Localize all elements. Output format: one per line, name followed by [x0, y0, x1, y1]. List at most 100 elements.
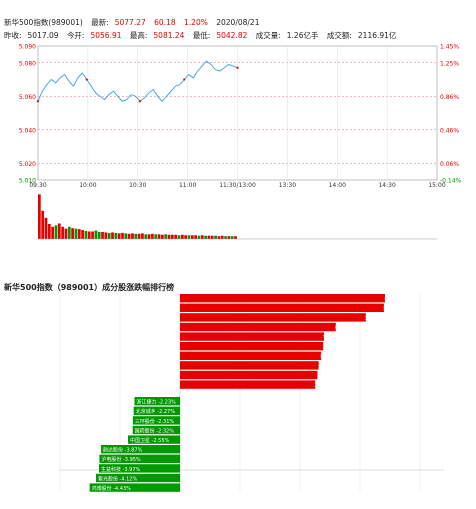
bar-positive: [180, 351, 322, 360]
volume-bar: [111, 232, 114, 239]
bar-label: 三环股份 -2.31%: [135, 418, 175, 425]
intraday-chart: 5.090 1.45% 5.080 1.25% 5.060 0.86% 5.040 0.46%…: [19, 44, 462, 240]
ranking-title: 新华500指数（989001）成分股涨跌幅排行榜: [4, 283, 175, 292]
bar-negative: [95, 473, 180, 483]
latest-value: 5077.27: [114, 18, 146, 27]
volume-bar: [64, 228, 68, 239]
volume-bar: [97, 231, 101, 239]
volume-bar: [161, 234, 164, 239]
volume-bar: [187, 235, 191, 239]
volume-bar: [94, 230, 98, 239]
y-right-tick-label: 1.25%: [440, 60, 459, 67]
y-right-tick-label: 0.86%: [440, 94, 459, 101]
bar-label: 浙江捷力 -2.23%: [137, 399, 177, 406]
volume-bar: [107, 232, 111, 239]
price-point: [236, 66, 239, 69]
bar-negative: [134, 397, 180, 406]
volume-bar: [121, 232, 124, 239]
y-right-tick-label: 1.45%: [440, 44, 459, 51]
y-right-tick-label: 0.06%: [440, 161, 459, 168]
volume-bar: [137, 233, 141, 239]
volume-bar: [81, 230, 84, 239]
low-label: 最低:: [192, 31, 211, 40]
volume-bar: [174, 234, 178, 239]
bar-positive: [180, 322, 336, 332]
bar-label: 中国卫星 -2.55%: [130, 437, 170, 444]
low-value: 5042.82: [216, 31, 248, 40]
volume-bar: [147, 234, 151, 239]
bar-label: 汇嘉时代 10%: [383, 305, 416, 312]
volume-bar: [124, 233, 128, 239]
change-pct: 1.20%: [184, 18, 208, 27]
bar-negative: [89, 483, 180, 492]
bar-label: 鸿博股份 -4.43%: [92, 485, 132, 492]
volume-bar: [84, 231, 88, 239]
volume-bar: [144, 234, 148, 239]
bar-label: 国药股份 -2.32%: [135, 427, 175, 434]
volume-bar: [217, 236, 221, 239]
bar-label: 利欧股份 6.92%: [320, 353, 358, 360]
y-tick-label: 5.020: [19, 161, 36, 168]
ranking-bar-chart: 台华新材 10.05% 汇嘉时代 10% 华纺高新 9.11% 德力斯 7.64% 鲁泰…: [59, 294, 444, 492]
index-name: 新华500指数(989001): [4, 18, 83, 27]
open-label: 今开:: [66, 31, 85, 40]
volume-bar: [227, 236, 231, 239]
volume-bar: [131, 233, 134, 239]
volume-bar: [127, 233, 131, 239]
bar-positive: [180, 380, 316, 389]
y-tick-label: 5.040: [19, 127, 36, 134]
bar-negative: [99, 464, 180, 473]
volume-bar: [197, 235, 201, 239]
volume-bar: [41, 210, 45, 239]
bar-positive: [180, 313, 366, 322]
x-tick-label: 15:00: [428, 182, 445, 189]
x-tick-label: 11:00: [179, 182, 196, 189]
bar-negative: [132, 416, 180, 425]
volume-bar: [184, 235, 188, 239]
bar-label: 三七互娱 7.02%: [322, 344, 360, 351]
volume-label: 成交量:: [255, 31, 281, 40]
x-tick-label: 14:30: [378, 182, 395, 189]
bar-negative: [133, 406, 180, 415]
volume-bar: [61, 226, 64, 239]
price-point: [138, 100, 142, 103]
volume-bar: [54, 225, 58, 239]
x-tick-label: 09:30: [29, 182, 46, 189]
volume-bar: [194, 235, 197, 239]
volume-bar: [234, 236, 237, 239]
amount-value: 2116.91亿: [357, 31, 397, 40]
volume-bar: [167, 234, 171, 239]
high-label: 最高:: [129, 31, 148, 40]
volume-bar: [210, 235, 214, 239]
bar-positive: [180, 370, 318, 380]
bar-positive: [180, 332, 325, 341]
volume-bar: [154, 234, 158, 239]
y-right-tick-label: 0.46%: [440, 127, 459, 134]
latest-label: 最新:: [91, 18, 109, 27]
bar-positive: [180, 342, 324, 351]
bar-negative: [127, 435, 180, 444]
bar-label: 韵达股份 -3.87%: [103, 447, 143, 454]
volume-bar: [214, 235, 217, 239]
volume-bar: [224, 236, 227, 239]
y-tick-label: 5.010: [19, 178, 36, 185]
volume-bar: [134, 233, 138, 239]
high-value: 5081.24: [153, 31, 185, 40]
volume-bar: [71, 228, 74, 239]
bar-label: 北京城乡 -2.27%: [136, 408, 176, 415]
bar-negative: [132, 425, 180, 435]
volume-bar: [77, 229, 81, 239]
quote-date: 2020/08/21: [216, 18, 260, 27]
x-tick-label: 14:00: [329, 182, 346, 189]
bar-label: 鲁泰B股 7.06%: [323, 334, 359, 341]
volume-bar: [91, 231, 94, 239]
bar-label: 沪电股份 -3.95%: [101, 456, 141, 463]
bar-label: 台华新材 10.05%: [384, 296, 425, 303]
prev-close-label: 昨收:: [4, 31, 22, 40]
volume-bar: [104, 232, 108, 239]
volume-bar: [177, 235, 181, 239]
amount-label: 成交额:: [326, 31, 352, 40]
bar-label: 德力斯 7.64%: [335, 324, 368, 331]
quote-header-row-2: 昨收: 5017.09 今开: 5056.91 最高: 5081.24 最低: 5042…: [4, 31, 402, 41]
bar-label: 紫光股份 -4.12%: [98, 475, 138, 482]
